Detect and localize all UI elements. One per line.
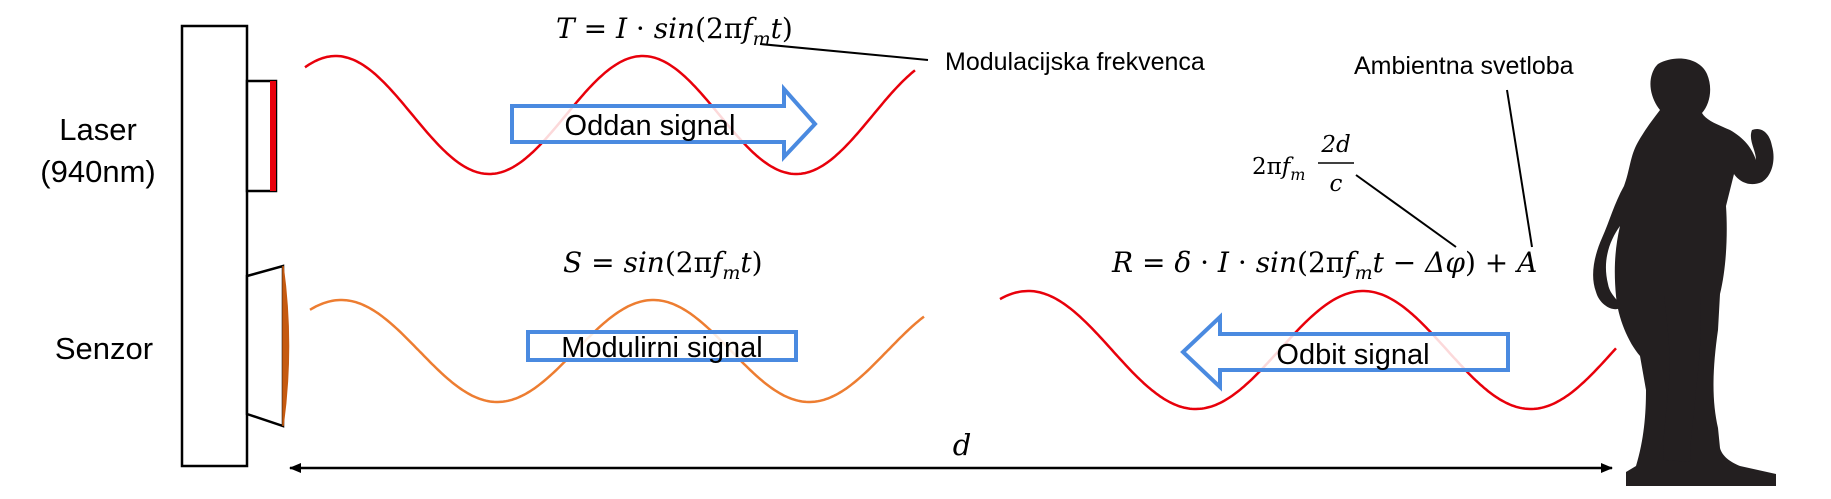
modulation-frequency-label: Modulacijska frekvenca [945,48,1205,76]
emitted-signal-arrow [510,83,818,163]
modulation-frequency-leader [759,43,929,61]
reflected-wave [999,289,1617,411]
modulating-wave [309,298,925,404]
equation-received: R = δ · I · sin(2πfmt − Δφ) + A [1111,246,1537,284]
equation-transmitted: T = I · sin(2πfmt) [556,12,793,50]
emitted-wave [304,54,916,176]
emitted-signal-label: Oddan signal [565,110,736,142]
phase-term-numerator: 2d [1320,132,1350,158]
distance-label: d [953,428,972,462]
statue-silhouette-icon [1593,58,1776,487]
phase-term-leader [1355,174,1457,248]
laser-wavelength-label: (940nm) [40,154,155,189]
ambient-light-leader [1506,89,1533,248]
laser-strip [270,81,276,191]
reflected-signal-arrow [1180,312,1510,392]
equation-modulating: S = sin(2πfmt) [563,246,763,284]
reflected-signal-label: Odbit signal [1276,339,1429,371]
modulating-signal-box [526,330,798,362]
sensor-label: Senzor [55,331,153,366]
ambient-light-label: Ambientna svetloba [1354,52,1574,80]
device-body [180,24,249,468]
phase-term-denominator: c [1330,171,1343,197]
sensor-housing [245,264,285,428]
phase-term-prefix: 2πfm [1252,154,1305,184]
laser-label: Laser [59,112,137,147]
sensor-lens [282,265,290,427]
modulating-signal-label: Modulirni signal [561,332,763,364]
